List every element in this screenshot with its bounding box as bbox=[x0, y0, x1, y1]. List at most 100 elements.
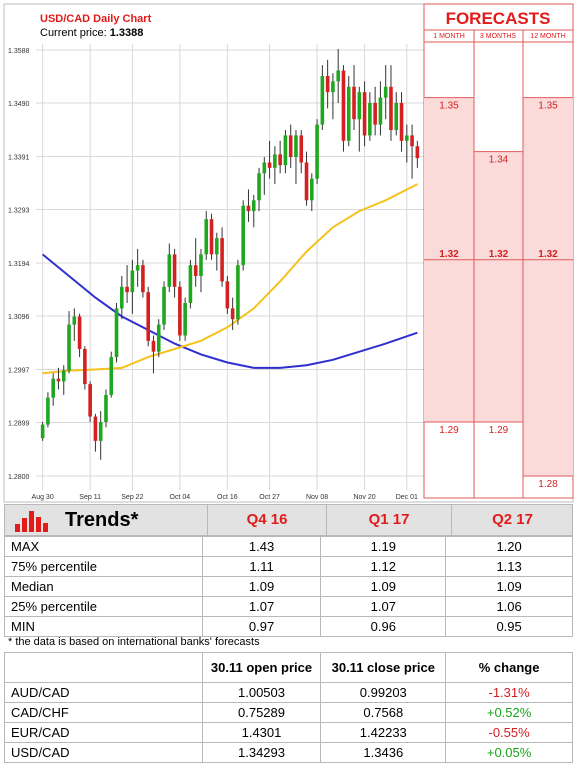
y-tick-label: 1.2899 bbox=[8, 420, 30, 427]
rates-pair-cell: USD/CAD bbox=[4, 742, 203, 763]
trends-title: Trends* bbox=[65, 509, 139, 531]
forecast-value-label: 1.35 bbox=[538, 101, 558, 112]
candle-body bbox=[141, 265, 145, 293]
candle-body bbox=[399, 102, 404, 141]
y-tick-label: 1.3293 bbox=[8, 207, 30, 214]
candle-body bbox=[241, 205, 245, 266]
candle-body bbox=[246, 205, 251, 212]
candle bbox=[51, 373, 55, 406]
candle bbox=[141, 259, 145, 298]
candle-body bbox=[193, 265, 198, 276]
rates-row: USD/CAD 1.34293 1.3436 +0.05% bbox=[4, 742, 573, 763]
forecast-col-3m: 3 MONTHS bbox=[480, 33, 517, 40]
forecast-value-label: 1.29 bbox=[439, 425, 459, 436]
candle-body bbox=[405, 135, 409, 141]
forecast-value-label: 1.29 bbox=[489, 425, 509, 436]
x-tick-label: Nov 08 bbox=[306, 494, 328, 501]
candle bbox=[273, 146, 277, 185]
rates-change-cell: +0.05% bbox=[445, 742, 573, 763]
trends-cell: 1.19 bbox=[320, 536, 447, 557]
trends-cell: 1.12 bbox=[320, 556, 447, 577]
candle bbox=[193, 238, 198, 287]
candle-body bbox=[178, 286, 182, 336]
candle-body bbox=[98, 421, 103, 441]
candle bbox=[135, 248, 140, 287]
y-tick-label: 1.3391 bbox=[8, 155, 30, 162]
forecast-value-label: 1.32 bbox=[439, 249, 459, 260]
candle-body bbox=[299, 135, 304, 163]
candle bbox=[230, 297, 235, 331]
candle bbox=[278, 140, 282, 174]
forecast-panel: FORECASTS 1 MONTH 3 MONTHS 12 MONTH 1.35… bbox=[423, 3, 574, 499]
candle-body bbox=[288, 135, 293, 158]
rates-open-cell: 0.75289 bbox=[201, 702, 322, 723]
candle bbox=[315, 119, 319, 185]
candle bbox=[104, 389, 108, 428]
x-tick-label: Oct 04 bbox=[170, 494, 191, 501]
rates-col-close: 30.11 close price bbox=[320, 652, 447, 683]
trends-col-q4: Q4 16 bbox=[207, 505, 326, 535]
trends-cell: 1.11 bbox=[201, 556, 322, 577]
candle-body bbox=[325, 75, 330, 93]
trends-row-label: Median bbox=[4, 576, 203, 597]
candle-body bbox=[341, 70, 346, 141]
candle bbox=[325, 59, 330, 109]
candle-body bbox=[304, 162, 309, 201]
candle-body bbox=[151, 340, 156, 352]
candle-body bbox=[109, 357, 114, 395]
candle-body bbox=[352, 86, 356, 120]
candle-body bbox=[267, 162, 272, 168]
rates-pair-cell: CAD/CHF bbox=[4, 702, 203, 723]
trends-header: Trends* Q4 16 Q1 17 Q2 17 bbox=[4, 504, 573, 536]
candle-body bbox=[83, 348, 87, 385]
candle-body bbox=[331, 81, 335, 93]
candle bbox=[183, 297, 187, 341]
candle-body bbox=[125, 286, 129, 293]
candle bbox=[72, 308, 77, 341]
candle bbox=[262, 157, 267, 195]
trends-cell: 0.96 bbox=[320, 616, 447, 637]
trends-row: 25% percentile 1.07 1.07 1.06 bbox=[4, 596, 573, 617]
candle-body bbox=[368, 102, 372, 136]
candle-body bbox=[373, 102, 377, 125]
rates-row: CAD/CHF 0.75289 0.7568 +0.52% bbox=[4, 702, 573, 723]
x-tick-label: Oct 27 bbox=[259, 494, 280, 501]
rates-change-cell: +0.52% bbox=[445, 702, 573, 723]
rates-col-change: % change bbox=[445, 652, 573, 683]
candle bbox=[378, 81, 383, 136]
trends-row-label: 25% percentile bbox=[4, 596, 203, 617]
x-tick-label: Sep 22 bbox=[121, 494, 143, 501]
candle bbox=[383, 65, 388, 120]
moving-averages bbox=[41, 183, 418, 375]
forecasts-title: FORECASTS bbox=[446, 9, 551, 28]
candle-body bbox=[162, 286, 166, 325]
rates-close-cell: 0.99203 bbox=[320, 682, 447, 703]
y-tick-label: 1.3096 bbox=[8, 314, 30, 321]
rates-change-cell: -0.55% bbox=[445, 722, 573, 743]
rates-pair-cell: EUR/CAD bbox=[4, 722, 203, 743]
candle-body bbox=[199, 254, 203, 276]
candle-body bbox=[320, 75, 325, 125]
candle bbox=[114, 303, 119, 363]
candle bbox=[368, 92, 372, 141]
candle bbox=[246, 189, 251, 222]
forecast-col-1m: 1 MONTH bbox=[433, 33, 465, 40]
rates-close-cell: 1.42233 bbox=[320, 722, 447, 743]
candle-body bbox=[183, 303, 187, 336]
candles bbox=[40, 48, 420, 460]
candle-body bbox=[394, 102, 399, 131]
candle-body bbox=[61, 370, 66, 382]
candle-body bbox=[93, 416, 98, 441]
candle-body bbox=[220, 238, 224, 282]
chart-title: USD/CAD Daily Chart bbox=[40, 13, 152, 25]
candle bbox=[162, 281, 166, 331]
y-axis-labels: 1.3588 1.3490 1.3391 1.3293 1.3194 1.3096 1.29… bbox=[8, 48, 30, 481]
trends-footnote: * the data is based on international ban… bbox=[8, 636, 260, 648]
candle bbox=[410, 124, 414, 179]
candle-body bbox=[77, 316, 82, 349]
candle-body bbox=[88, 384, 92, 417]
candle bbox=[346, 75, 351, 147]
candle bbox=[352, 65, 356, 131]
candle bbox=[125, 265, 129, 304]
candle-body bbox=[383, 86, 388, 98]
